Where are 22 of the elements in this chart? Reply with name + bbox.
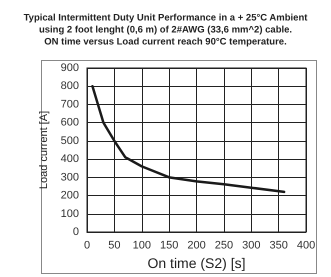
y-tick-label: 800: [60, 80, 79, 92]
y-tick-label: 300: [60, 171, 79, 184]
x-tick-label: 200: [187, 240, 206, 252]
y-tick-label: 100: [60, 208, 79, 220]
y-tick-label: 600: [60, 116, 79, 129]
x-tick-label: 50: [108, 240, 120, 252]
x-tick-label: 350: [269, 240, 288, 252]
y-tick-label: 500: [60, 134, 79, 147]
x-tick-label: 300: [242, 240, 260, 252]
x-tick-label: 150: [160, 240, 178, 252]
chart-title: Typical Intermittent Duty Unit Performance in a + 25°C Ambient using 2 foot lenght (0,6 m) of 2#AWG (33,6 mm^2) cable. ON time versus Load current reach 90°C temperature.: [24, 12, 308, 48]
y-tick-label: 200: [60, 190, 79, 202]
y-tick-label: 400: [60, 153, 79, 166]
x-tick-label: 100: [132, 240, 151, 252]
x-axis-title: On time (S2) [s]: [147, 255, 246, 271]
x-tick-label: 0: [84, 240, 90, 252]
x-tick-label: 400: [296, 240, 316, 252]
y-axis-title: Load current [A]: [38, 110, 50, 190]
y-tick-label: 700: [60, 98, 79, 110]
y-tick-label: 900: [60, 62, 79, 74]
x-tick-label: 250: [214, 240, 234, 252]
y-tick-label: 0: [72, 226, 79, 238]
